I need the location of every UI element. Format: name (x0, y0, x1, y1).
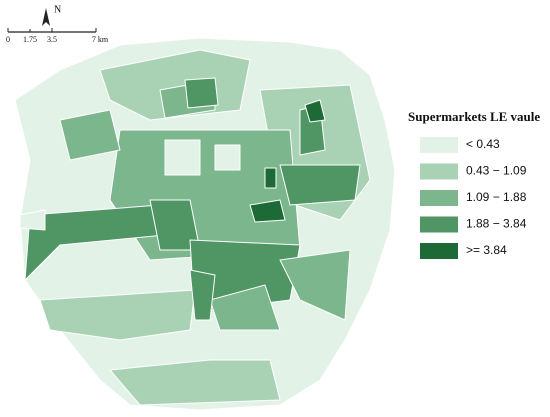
legend-label: 0.43 − 1.09 (466, 164, 527, 178)
legend-label: 1.09 − 1.88 (466, 190, 527, 204)
legend-swatch (420, 243, 458, 259)
region (209, 284, 281, 331)
region (249, 199, 286, 223)
region (39, 289, 196, 341)
scale-label: 0 (6, 35, 10, 44)
region (109, 359, 281, 406)
legend-label: >= 3.84 (466, 243, 507, 257)
region (304, 99, 326, 123)
legend: Supermarkets LE vaule < 0.43 0.43 − 1.09 1… (408, 109, 540, 259)
legend-label: 1.88 − 3.84 (466, 217, 527, 231)
north-arrow-shape (42, 8, 50, 26)
scale-label: 7 km (92, 35, 109, 44)
scale-bar: 0 1.75 3.5 7 km (6, 28, 109, 44)
map (14, 37, 396, 411)
legend-swatch (420, 137, 458, 153)
region (189, 269, 216, 321)
legend-swatch (420, 216, 458, 233)
region (264, 167, 277, 189)
legend-title: Supermarkets LE vaule (408, 109, 540, 124)
legend-swatch (420, 163, 458, 180)
legend-label: < 0.43 (466, 137, 500, 151)
north-label: N (54, 4, 61, 15)
scale-label: 1.75 (23, 35, 37, 44)
region (164, 139, 201, 176)
region (24, 204, 166, 281)
region (214, 144, 241, 171)
scale-label: 3.5 (47, 35, 57, 44)
region (279, 164, 361, 206)
region (184, 77, 219, 109)
region (19, 209, 46, 231)
region (59, 109, 121, 161)
legend-swatch (420, 190, 458, 206)
region (279, 249, 351, 321)
north-arrow: N (42, 4, 61, 26)
